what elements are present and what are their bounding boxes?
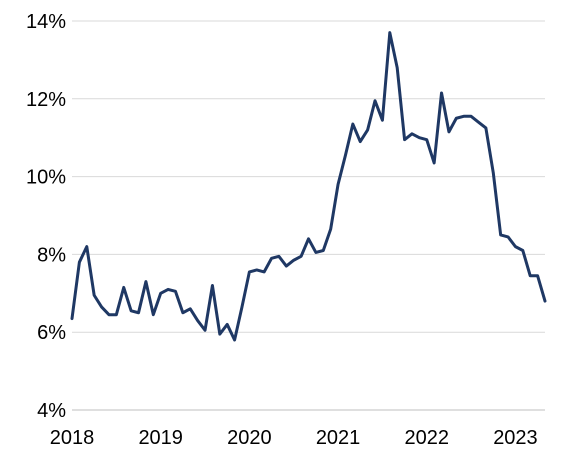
series-line: [70, 31, 547, 342]
gridlines: [72, 20, 545, 333]
x-tick-label: 2021: [316, 427, 361, 449]
y-tick-label: 6%: [37, 322, 66, 344]
series: [70, 31, 547, 342]
y-tick-label: 12%: [26, 89, 66, 111]
x-tick-label: 2022: [405, 427, 450, 449]
x-axis-tick-labels: 2018 2019 2020 2021 2022 2023: [50, 427, 538, 449]
y-tick-label: 10%: [26, 167, 66, 189]
x-tick-label: 2020: [227, 427, 272, 449]
y-axis-tick-labels: 4% 6% 8% 10% 12% 14%: [26, 11, 66, 422]
x-tick-label: 2019: [138, 427, 183, 449]
y-tick-label: 4%: [37, 400, 66, 422]
x-tick-label: 2023: [493, 427, 538, 449]
x-tick-label: 2018: [50, 427, 95, 449]
y-tick-label: 14%: [26, 11, 66, 33]
y-tick-label: 8%: [37, 244, 66, 266]
